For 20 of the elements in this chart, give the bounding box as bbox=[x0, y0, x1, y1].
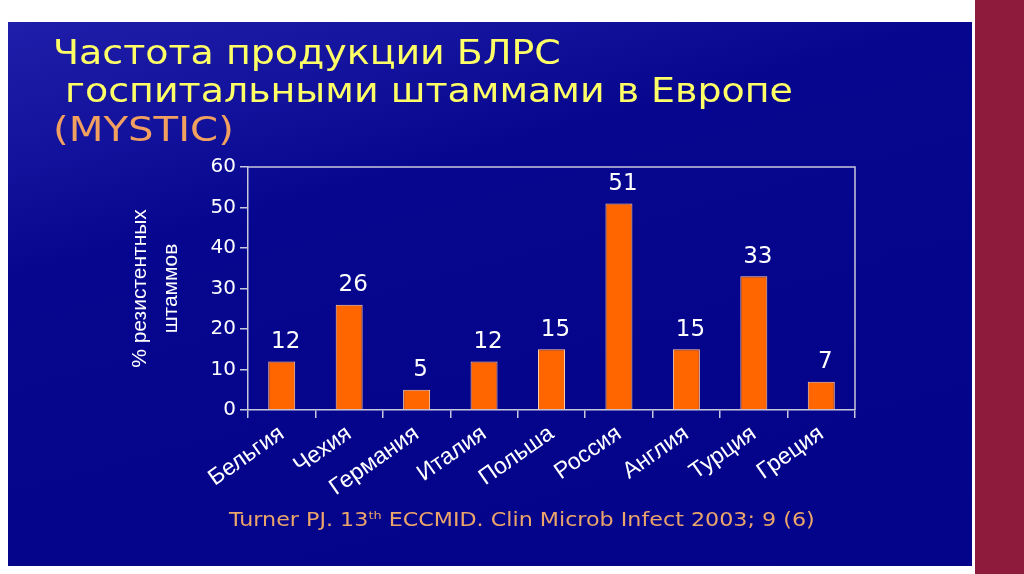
y-tick-label: 30 bbox=[210, 274, 236, 299]
chart-title: Частота продукции БЛРС госпитальными штаммами в Европе bbox=[53, 33, 793, 110]
data-label: 33 bbox=[743, 241, 773, 268]
y-tick-label: 0 bbox=[223, 396, 236, 421]
data-label: 12 bbox=[473, 326, 503, 353]
data-label: 5 bbox=[413, 355, 428, 382]
data-label: 7 bbox=[817, 347, 833, 374]
y-tick-label: 20 bbox=[210, 315, 236, 340]
y-tick-label: 40 bbox=[210, 234, 236, 259]
y-axis-title: % резистентных штаммов bbox=[126, 208, 182, 368]
data-label: 15 bbox=[675, 314, 706, 341]
data-label: 26 bbox=[338, 270, 368, 297]
text: Turner PJ. 13$^{th}$ ECCMID. Clin Microb Infect 2003; 9 (6) bbox=[229, 507, 815, 532]
chart-subtitle: (MYSTIC) bbox=[53, 110, 234, 149]
data-label: 51 bbox=[608, 168, 638, 195]
data-label: 15 bbox=[540, 314, 571, 341]
y-tick-label: 10 bbox=[210, 355, 236, 380]
data-label: 12 bbox=[271, 326, 301, 353]
y-tick-label: 50 bbox=[210, 193, 236, 218]
y-tick-label: 60 bbox=[210, 153, 236, 178]
